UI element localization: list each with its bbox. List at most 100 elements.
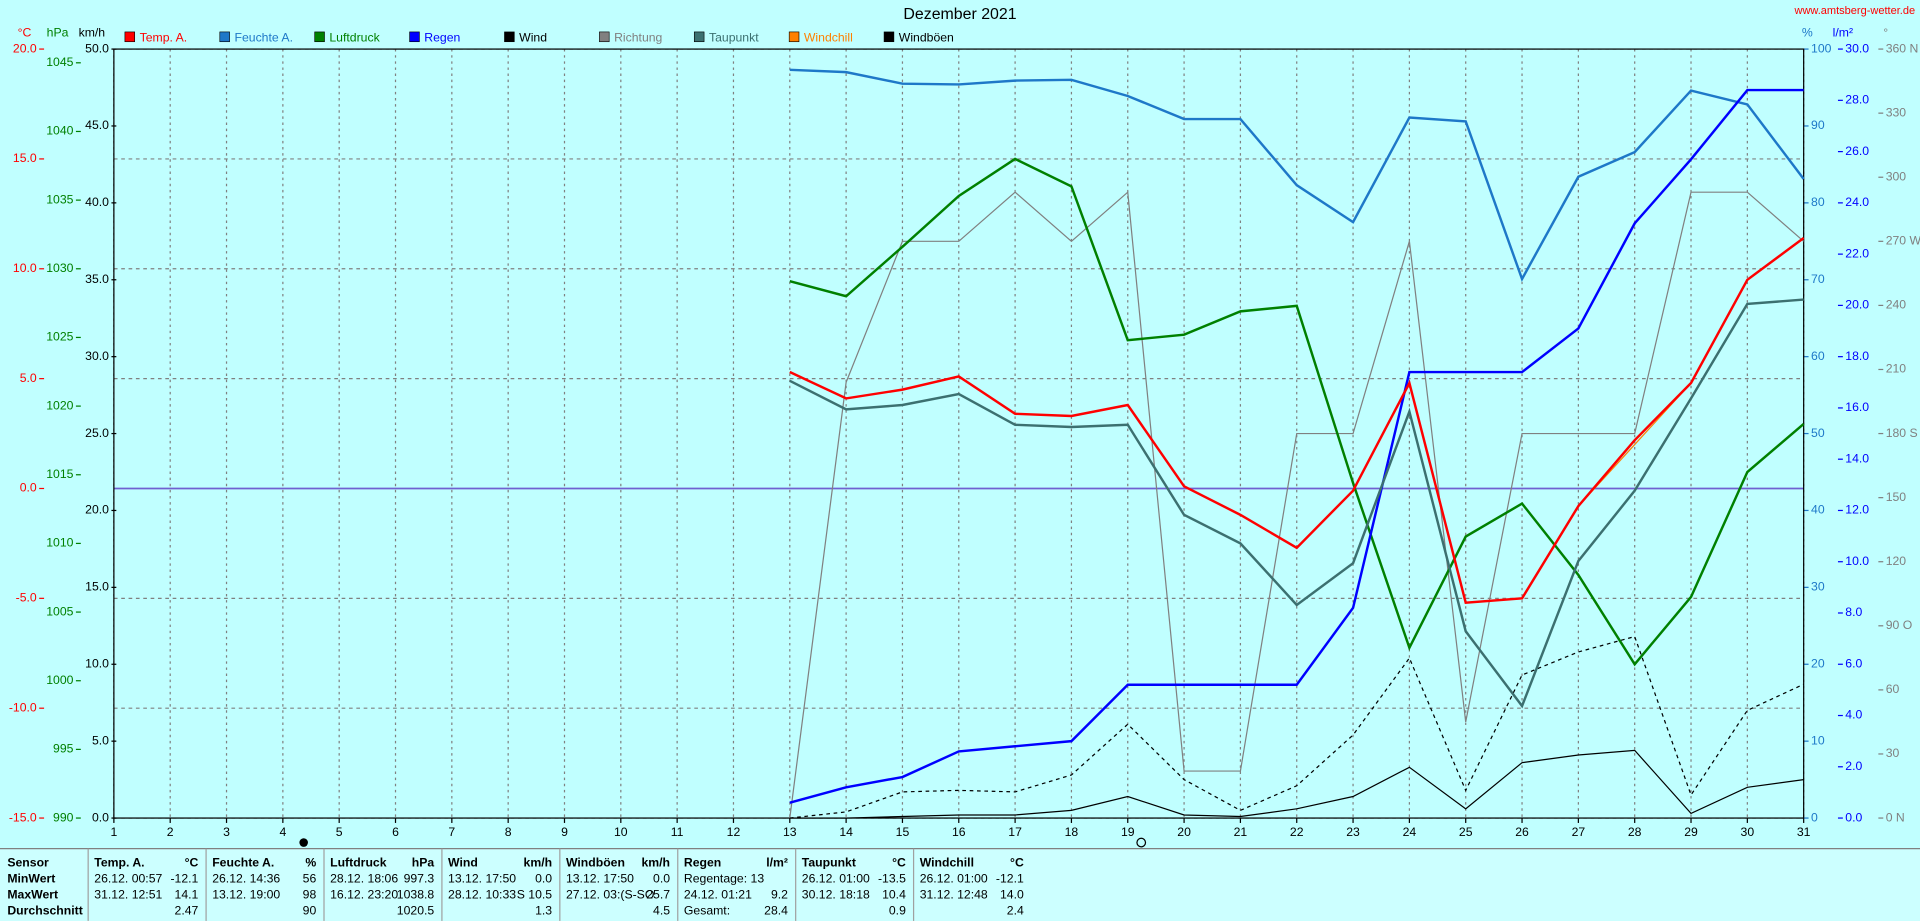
x-tick-label: 19 [1121, 825, 1135, 839]
y-tick-label: 15.0 [13, 151, 37, 165]
legend-swatch [599, 31, 610, 43]
y-tick-label: 50 [1811, 426, 1825, 440]
y-tick-label: 1020 [46, 398, 73, 412]
cell-time: 26.12. 01:00 [920, 872, 988, 886]
legend-swatch [314, 31, 325, 43]
y-tick-label: 40.0 [85, 195, 109, 209]
cell-time: 26.12. 14:36 [212, 872, 280, 886]
cell-value: 14.1 [175, 887, 199, 901]
plot-frame [113, 48, 1805, 819]
legend-swatch [409, 31, 420, 43]
y-tick-label: 90 [1811, 118, 1825, 132]
y-tick-label: 330 [1886, 105, 1907, 119]
x-tick-label: 24 [1403, 825, 1417, 839]
column-unit: % [305, 856, 316, 870]
y-tick-label: -15.0 [9, 810, 37, 824]
column-name: Regen [684, 856, 721, 870]
x-tick-label: 8 [505, 825, 512, 839]
x-tick-label: 16 [952, 825, 966, 839]
series-line [789, 190, 1805, 819]
cell-value: 9.2 [771, 887, 788, 901]
x-tick-label: 20 [1177, 825, 1191, 839]
y-tick-label: 14.0 [1845, 451, 1869, 465]
series-line [789, 749, 1804, 819]
legend-label: Regen [424, 30, 460, 44]
y-tick-label: 0 [1811, 810, 1818, 824]
y-tick-label: 26.0 [1845, 144, 1869, 158]
cell-value: 98 [303, 887, 317, 901]
x-tick-label: 2 [167, 825, 174, 839]
y-tick-label: 28.0 [1845, 93, 1869, 107]
cell-value: S 10.5 [517, 887, 553, 901]
cell-time: 28.12. 10:33 [448, 887, 516, 901]
y-tick-label: 100 [1811, 41, 1832, 55]
x-tick-label: 5 [336, 825, 343, 839]
series-line [789, 88, 1804, 804]
cell-value: 0.0 [653, 872, 670, 886]
axis-unit: °C [18, 25, 32, 39]
cell-time: 30.12. 18:18 [802, 887, 870, 901]
y-tick-label: 210 [1886, 362, 1907, 376]
y-tick-label: 1045 [46, 55, 73, 69]
row-label: MaxWert [7, 887, 58, 901]
cell-value: 2.4 [1007, 903, 1024, 917]
y-tick-label: 15.0 [85, 580, 109, 594]
axis-unit: ° [1883, 25, 1888, 39]
y-tick-label: 300 [1886, 169, 1907, 183]
cell-value: -13.5 [878, 872, 906, 886]
y-tick-label: 4.0 [1845, 708, 1862, 722]
x-tick-label: 3 [223, 825, 230, 839]
legend-label: Richtung [614, 30, 662, 44]
cell-value: 997.3 [404, 872, 435, 886]
series-line [789, 298, 1804, 709]
y-tick-label: 10.0 [1845, 554, 1869, 568]
y-tick-label: 270 W [1886, 234, 1920, 248]
column-unit: °C [1010, 856, 1024, 870]
cell-time: 26.12. 00:57 [94, 872, 162, 886]
y-tick-label: 60 [1886, 682, 1900, 696]
row-label: Durchschnitt [7, 903, 82, 917]
y-tick-label: 16.0 [1845, 400, 1869, 414]
x-tick-label: 30 [1741, 825, 1755, 839]
y-tick-label: 18.0 [1845, 349, 1869, 363]
axis-unit: hPa [47, 25, 69, 39]
column-name: Taupunkt [802, 856, 856, 870]
y-tick-label: 70 [1811, 272, 1825, 286]
x-tick-label: 13 [783, 825, 797, 839]
y-tick-label: 0.0 [92, 810, 109, 824]
series-line [789, 157, 1805, 667]
y-tick-label: 1030 [46, 261, 73, 275]
y-tick-label: 10.0 [13, 261, 37, 275]
y-tick-label: -10.0 [9, 700, 37, 714]
legend-swatch [883, 31, 895, 43]
x-tick-label: 14 [839, 825, 853, 839]
x-tick-label: 23 [1346, 825, 1360, 839]
cell-time: 13.12. 17:50 [566, 872, 634, 886]
x-tick-label: 4 [279, 825, 286, 839]
x-tick-label: 12 [727, 825, 741, 839]
cell-value: -12.1 [996, 872, 1024, 886]
y-tick-label: 150 [1886, 490, 1907, 504]
y-tick-label: 1025 [46, 330, 73, 344]
y-tick-label: 8.0 [1845, 605, 1862, 619]
y-tick-label: 30.0 [1845, 41, 1869, 55]
y-tick-label: 5.0 [92, 733, 109, 747]
y-tick-label: 0.0 [20, 481, 37, 495]
y-tick-label: 20.0 [85, 503, 109, 517]
y-tick-label: 80 [1811, 195, 1825, 209]
y-tick-label: 90 O [1886, 618, 1913, 632]
cell-time: 24.12. 01:21 [684, 887, 752, 901]
x-tick-label: 29 [1684, 825, 1698, 839]
cell-value: 1038.8 [397, 887, 435, 901]
y-tick-label: 995 [53, 742, 74, 756]
cell-value: 2.47 [175, 903, 199, 917]
x-tick-label: 25 [1459, 825, 1473, 839]
x-tick-label: 9 [561, 825, 568, 839]
cell-value: 14.0 [1000, 887, 1024, 901]
column-unit: °C [892, 856, 906, 870]
y-tick-label: 20 [1811, 656, 1825, 670]
y-tick-label: 1010 [46, 536, 73, 550]
cell-value: 4.5 [653, 903, 670, 917]
